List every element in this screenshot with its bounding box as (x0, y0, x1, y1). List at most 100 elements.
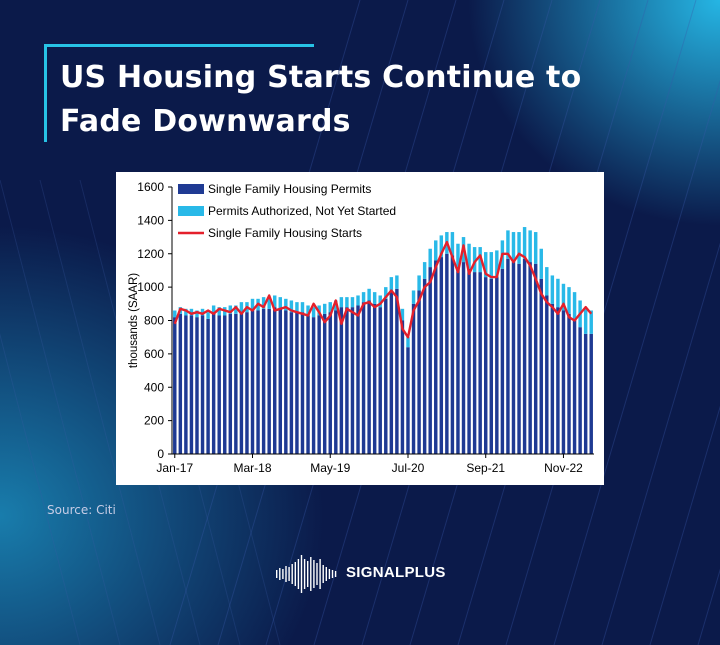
page-title-line-2: Fade Downwards (60, 104, 351, 139)
permits-bar (189, 315, 194, 454)
permits-bar (245, 312, 249, 454)
wave-bar (325, 567, 327, 581)
permits-bar (461, 262, 466, 454)
y-tick-label: 200 (144, 414, 164, 428)
permits-bar (561, 310, 566, 454)
permits-bar (417, 290, 421, 454)
permits-bar (422, 278, 427, 454)
permits-bar (206, 318, 210, 454)
bg-diagonal-line (0, 179, 121, 645)
title-accent-vbar (44, 44, 47, 142)
permits-bar (567, 313, 571, 454)
wave-bar (285, 566, 287, 582)
permits-bar (550, 303, 555, 454)
not-started-bar (367, 288, 371, 301)
y-tick-label: 1200 (137, 247, 164, 261)
wave-bar (276, 570, 278, 578)
wave-bar (288, 567, 290, 581)
not-started-bar (489, 252, 493, 279)
not-started-bar (250, 298, 255, 311)
not-started-bar (411, 290, 416, 304)
permits-bar (389, 290, 394, 454)
not-started-bar (378, 295, 382, 308)
wave-bar (300, 555, 303, 593)
permits-bar (250, 310, 255, 454)
legend: Single Family Housing Permits Permits Aut… (178, 182, 396, 240)
permits-bar (228, 313, 233, 454)
permits-bar (467, 268, 471, 454)
permits-bar (578, 327, 582, 454)
permits-bar (178, 313, 183, 454)
not-started-bar (484, 252, 488, 278)
permits-bar (511, 262, 516, 454)
permits-bar (572, 318, 577, 454)
bg-diagonal-line (39, 179, 161, 645)
brand-name: SIGNALPLUS (346, 564, 446, 581)
permits-bar (306, 315, 310, 454)
x-tick-label: Jan-17 (156, 461, 193, 475)
wave-bar (294, 562, 296, 586)
not-started-bar (389, 277, 394, 291)
not-started-bar (522, 227, 527, 259)
permits-bar (311, 317, 316, 454)
permits-bar (267, 308, 271, 454)
permits-bar (173, 317, 177, 454)
not-started-bar (589, 310, 593, 334)
not-started-bar (206, 312, 210, 319)
not-started-bar (195, 310, 199, 318)
not-started-bar (567, 287, 571, 314)
x-tick-label: May-19 (310, 461, 350, 475)
permits-bar (339, 307, 344, 454)
not-started-bar (234, 305, 238, 314)
not-started-bar (572, 292, 577, 319)
wave-bar (303, 559, 306, 589)
chart-panel: 0 200 400 600 800 1000 1200 1400 1600 Jan-17 Mar-1… (116, 172, 604, 485)
permits-bar (317, 315, 321, 454)
x-tick-label: Jul-20 (392, 461, 425, 475)
x-tick-label: Mar-18 (234, 461, 272, 475)
not-started-bar (289, 300, 294, 313)
not-started-bar (350, 297, 355, 308)
wave-bar (279, 568, 281, 580)
permits-bar (506, 258, 510, 454)
y-tick-label: 0 (157, 447, 164, 461)
not-started-bar (306, 305, 310, 316)
not-started-bar (528, 230, 532, 263)
permits-bar (583, 333, 588, 454)
permits-bar (261, 308, 266, 454)
bg-diagonal-line (553, 79, 720, 645)
permits-bar (367, 300, 371, 454)
wave-bar (291, 564, 293, 584)
not-started-bar (472, 247, 477, 273)
not-started-bar (345, 297, 349, 308)
permits-bar (495, 277, 499, 454)
permits-bar (434, 260, 438, 454)
wave-bar (331, 570, 334, 578)
permits-bar (278, 308, 282, 454)
permits-bar (456, 267, 460, 454)
legend-label: Permits Authorized, Not Yet Started (208, 204, 396, 218)
legend-label: Single Family Housing Starts (208, 226, 362, 240)
permits-bar (289, 312, 294, 454)
not-started-bar (184, 308, 188, 316)
page-title-line-1: US Housing Starts Continue to (60, 60, 582, 95)
permits-bar (200, 315, 205, 454)
permits-bar (284, 310, 288, 454)
permits-bar (356, 305, 360, 454)
permits-bar (345, 307, 349, 454)
y-tick-label: 600 (144, 347, 164, 361)
y-tick-label: 400 (144, 380, 164, 394)
permits-bar (395, 288, 399, 454)
not-started-bar (561, 283, 566, 311)
permits-bar (545, 295, 549, 454)
not-started-bar (406, 337, 410, 348)
x-tick-label: Sep-21 (466, 461, 505, 475)
permits-bar (256, 310, 260, 454)
not-started-bar (439, 235, 444, 258)
y-tick-label: 800 (144, 314, 164, 328)
permits-bar (184, 315, 188, 454)
permits-bar (234, 313, 238, 454)
not-started-bar (583, 308, 588, 334)
not-started-bar (417, 275, 421, 291)
not-started-bar (189, 308, 194, 316)
